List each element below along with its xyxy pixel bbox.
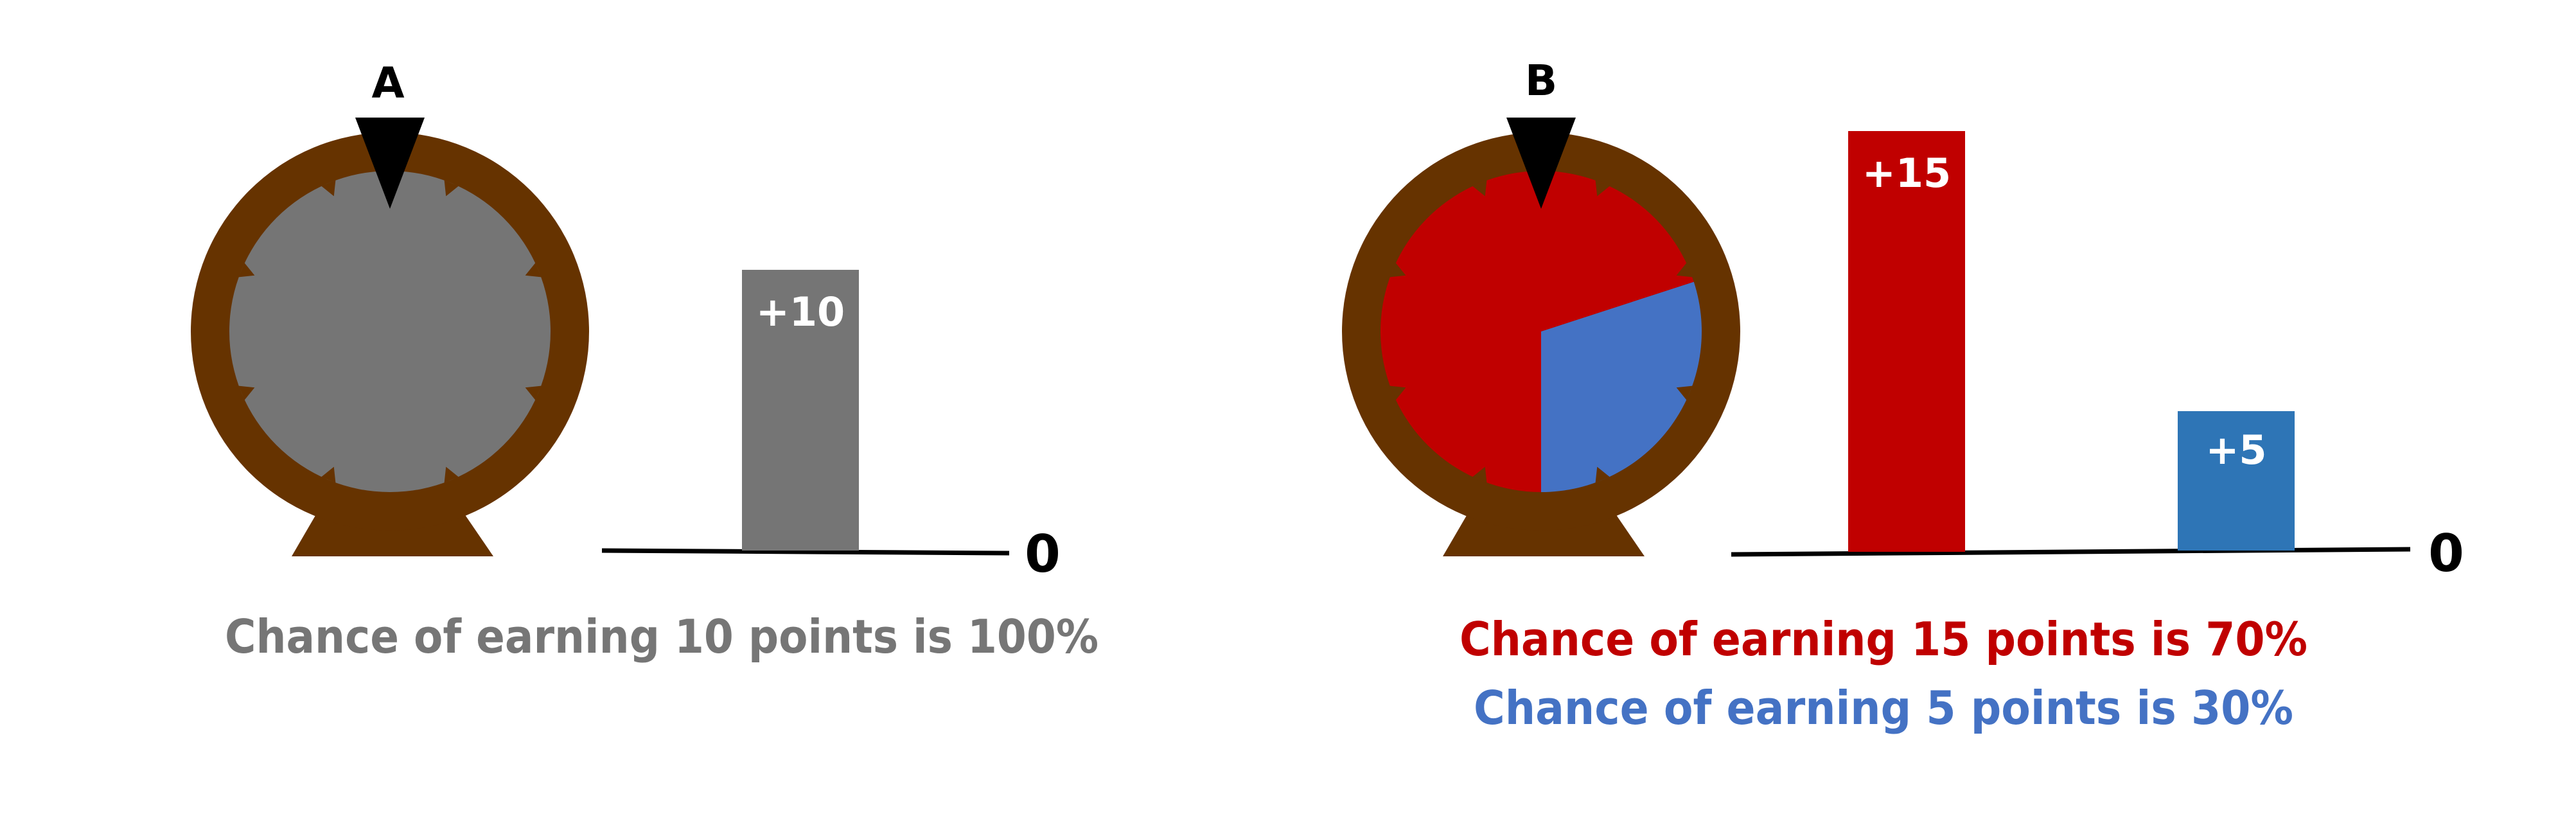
option-a-group: A +10 0 Chance of earning 10 points is 1… [191, 58, 1098, 664]
chart-b-bar-5 [2178, 411, 2295, 551]
wheel-peg [444, 466, 459, 483]
wheel-peg [1595, 466, 1610, 483]
option-b-label: B [1525, 56, 1557, 105]
chart-a-bar-10 [742, 270, 859, 551]
chart-a-zero-label: 0 [1025, 524, 1061, 584]
wheel-a-pegs [238, 180, 542, 483]
wheel-peg [1472, 466, 1487, 483]
wheel-peg [1595, 180, 1610, 197]
option-b-group: B +15 +5 0 Chance of earning 15 points i… [1342, 56, 2464, 735]
wheel-peg [525, 385, 542, 400]
chart-b-bar-5-label: +5 [2205, 427, 2266, 473]
wheel-peg [238, 385, 255, 400]
wheel-peg [1472, 180, 1487, 197]
option-b-caption-15: Chance of earning 15 points is 70% [1460, 612, 2307, 666]
wheel-peg [1676, 385, 1693, 400]
wheel-b-slice-15 [1381, 171, 1694, 492]
wheel-peg [444, 180, 459, 197]
chart-a-baseline [601, 548, 1010, 556]
chart-b-baseline [1731, 547, 2411, 557]
wheel-peg [1676, 263, 1693, 278]
option-a-caption: Chance of earning 10 points is 100% [225, 610, 1098, 664]
chart-b-bar-15 [1848, 131, 1965, 552]
chart-b-zero-label: 0 [2428, 524, 2464, 583]
wheel-b-pointer-icon [1506, 118, 1576, 209]
chart-a-bar-label: +10 [756, 288, 845, 335]
wheel-a-face [229, 171, 551, 492]
wheel-peg [321, 180, 336, 197]
wheel-b-slice-5 [1541, 281, 1702, 492]
wheel-peg [525, 263, 542, 278]
option-b-caption-5: Chance of earning 5 points is 30% [1474, 681, 2293, 735]
wheel-peg [1389, 263, 1406, 278]
wheel-a-pointer-icon [355, 118, 425, 209]
wheel-b-pegs [1389, 180, 1693, 483]
chart-b-bar-15-label: +15 [1862, 150, 1951, 197]
wheel-peg [321, 466, 336, 483]
wheel-peg [1389, 385, 1406, 400]
wheel-peg [238, 263, 255, 278]
option-a-label: A [371, 58, 404, 108]
